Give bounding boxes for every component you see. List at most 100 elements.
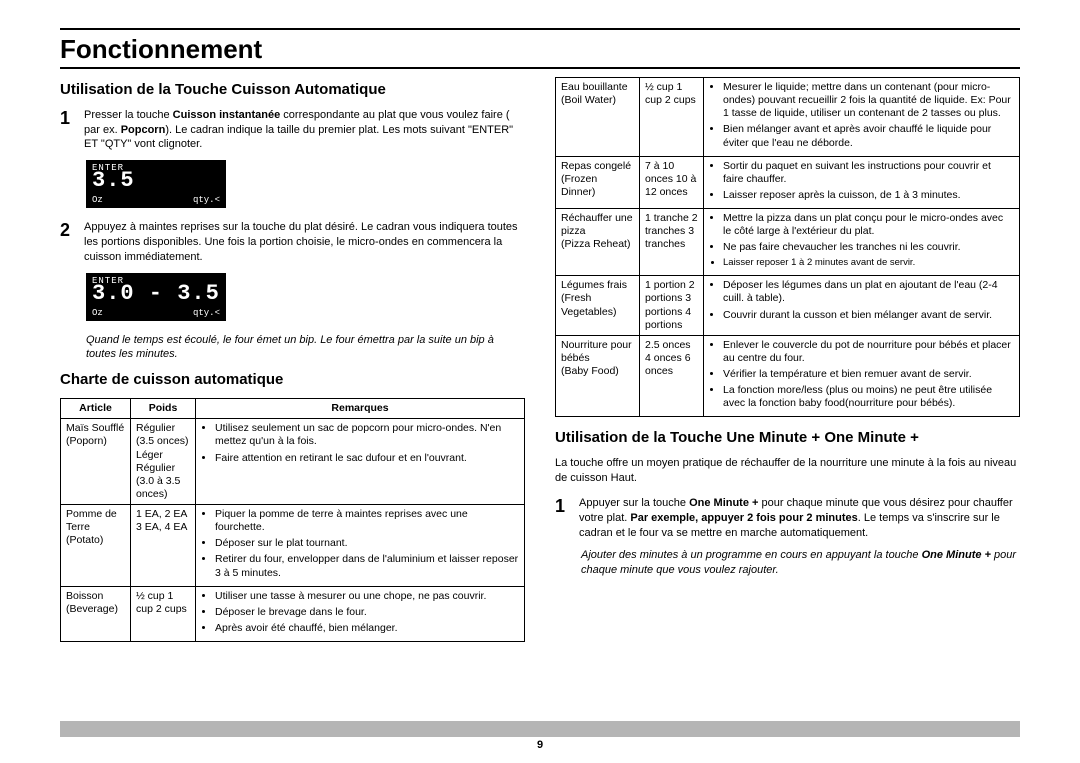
cell: Boisson <box>66 590 103 602</box>
top-rule <box>60 28 1020 30</box>
display-oz: Oz <box>92 195 103 205</box>
table-row: Réchauffer unepizza(Pizza Reheat) 1 tran… <box>556 209 1020 276</box>
cell: Pomme de <box>66 508 117 520</box>
table-row: Nourriture pourbébés(Baby Food) 2.5 once… <box>556 335 1020 417</box>
text: Ajouter des minutes à un programme en co… <box>581 549 922 561</box>
table-row: Eau bouillante(Boil Water) ½ cup 1 cup 2… <box>556 78 1020 157</box>
remark: Après avoir été chauffé, bien mélanger. <box>215 622 519 635</box>
cell: (Poporn) <box>66 435 107 447</box>
page-number: 9 <box>60 739 1020 751</box>
cell: (Beverage) <box>66 603 118 615</box>
th-poids: Poids <box>131 399 196 419</box>
cell: (Pizza Reheat) <box>561 238 630 250</box>
cell: Eau bouillante <box>561 81 628 93</box>
intro-text: La touche offre un moyen pratique de réc… <box>555 456 1020 486</box>
microwave-display-1: ENTER 3.5 Ozqty.< <box>86 160 226 208</box>
step-number: 1 <box>555 496 569 541</box>
cell: bébés <box>561 352 590 364</box>
remark: Mesurer le liquide; mettre dans un conte… <box>723 81 1014 120</box>
display-oz: Oz <box>92 308 103 318</box>
left-column: Utilisation de la Touche Cuisson Automat… <box>60 77 525 642</box>
cell: (Fresh <box>561 292 591 304</box>
remark: Déposer les légumes dans un plat en ajou… <box>723 279 1014 305</box>
table-row: Boisson(Beverage) ½ cup 1 cup 2 cups Uti… <box>61 586 525 641</box>
display-qty: qty.< <box>193 195 220 205</box>
text: Presser la touche <box>84 109 173 121</box>
table-row: Pomme deTerre(Potato) 1 EA, 2 EA 3 EA, 4… <box>61 505 525 587</box>
remark: Laisser reposer 1 à 2 minutes avant de s… <box>723 257 1014 269</box>
remark: Retirer du four, envelopper dans de l'al… <box>215 553 519 579</box>
auto-cook-table-right: Eau bouillante(Boil Water) ½ cup 1 cup 2… <box>555 77 1020 417</box>
cell: 1 portion 2 portions 3 portions 4 portio… <box>640 276 704 336</box>
remark: Ne pas faire chevaucher les tranches ni … <box>723 241 1014 254</box>
display-value: 3.0 - 3.5 <box>92 284 220 304</box>
cell: Terre <box>66 521 90 533</box>
remark: Enlever le couvercle du pot de nourritur… <box>723 339 1014 365</box>
footer-bar <box>60 721 1020 737</box>
right-column: Eau bouillante(Boil Water) ½ cup 1 cup 2… <box>555 77 1020 642</box>
table-row: Légumes frais(Fresh Vegetables) 1 portion… <box>556 276 1020 336</box>
step-text: Presser la touche Cuisson instantanée co… <box>84 108 525 153</box>
cell: Repas congelé <box>561 160 631 172</box>
remark: Mettre la pizza dans un plat conçu pour … <box>723 212 1014 238</box>
bold: Par exemple, appuyer 2 fois pour 2 minut… <box>630 512 857 524</box>
cell: Légumes frais <box>561 279 627 291</box>
italic-note-minute: Ajouter des minutes à un programme en co… <box>581 548 1020 577</box>
cell: (Potato) <box>66 534 103 546</box>
heading-auto-cook: Utilisation de la Touche Cuisson Automat… <box>60 81 525 100</box>
cell: Réchauffer une <box>561 212 633 224</box>
remark: Déposer le brevage dans le four. <box>215 606 519 619</box>
remark: Bien mélanger avant et après avoir chauf… <box>723 123 1014 149</box>
cell: ½ cup 1 cup 2 cups <box>131 586 196 641</box>
step-1: 1 Presser la touche Cuisson instantanée … <box>60 108 525 153</box>
remark: Utiliser une tasse à mesurer ou une chop… <box>215 590 519 603</box>
bold: Cuisson instantanée <box>173 109 281 121</box>
remark: Couvrir durant la cusson et bien mélange… <box>723 309 1014 322</box>
step-number: 2 <box>60 220 74 265</box>
page-footer: 9 <box>60 721 1020 751</box>
step-2: 2 Appuyez à maintes reprises sur la touc… <box>60 220 525 265</box>
cell: pizza <box>561 225 586 237</box>
cell: (Frozen Dinner) <box>561 173 597 198</box>
remark: Laisser reposer après la cuisson, de 1 à… <box>723 189 1014 202</box>
cell: 1 EA, 2 EA 3 EA, 4 EA <box>131 505 196 587</box>
remark: Vérifier la température et bien remuer a… <box>723 368 1014 381</box>
step-text: Appuyer sur la touche One Minute + pour … <box>579 496 1020 541</box>
remark: Faire attention en retirant le sac dufou… <box>215 452 519 465</box>
cell: (Baby Food) <box>561 365 619 377</box>
bold: One Minute + <box>689 497 761 509</box>
remark: Déposer sur le plat tournant. <box>215 537 519 550</box>
remark: Sortir du paquet en suivant les instruct… <box>723 160 1014 186</box>
step-number: 1 <box>60 108 74 153</box>
italic-note: Quand le temps est écoulé, le four émet … <box>86 333 525 362</box>
page-title: Fonctionnement <box>60 34 1020 65</box>
heading-one-minute: Utilisation de la Touche Une Minute + On… <box>555 429 1020 448</box>
cell: ½ cup 1 cup 2 cups <box>640 78 704 157</box>
cell: Régulier (3.5 onces) Léger Régulier (3.0… <box>131 419 196 505</box>
auto-cook-table-left: Article Poids Remarques Maïs Soufflé(Pop… <box>60 398 525 642</box>
heading-chart: Charte de cuisson automatique <box>60 371 525 390</box>
table-row: Repas congelé(Frozen Dinner) 7 à 10 once… <box>556 156 1020 208</box>
step-1-minute: 1 Appuyer sur la touche One Minute + pou… <box>555 496 1020 541</box>
th-remarques: Remarques <box>196 399 525 419</box>
cell: Maïs Soufflé <box>66 422 124 434</box>
display-value: 3.5 <box>92 171 220 191</box>
cell: (Boil Water) <box>561 94 616 106</box>
step-text: Appuyez à maintes reprises sur la touche… <box>84 220 525 265</box>
cell: 2.5 onces 4 onces 6 onces <box>640 335 704 417</box>
cell: Vegetables) <box>561 306 616 318</box>
remark: Utilisez seulement un sac de popcorn pou… <box>215 422 519 448</box>
cell: 7 à 10 onces 10 à 12 onces <box>640 156 704 208</box>
cell: Nourriture pour <box>561 339 632 351</box>
remark: La fonction more/less (plus ou moins) ne… <box>723 384 1014 410</box>
cell: 1 tranche 2 tranches 3 tranches <box>640 209 704 276</box>
remark: Piquer la pomme de terre à maintes repri… <box>215 508 519 534</box>
text: Appuyer sur la touche <box>579 497 689 509</box>
bold: Popcorn <box>121 124 166 136</box>
microwave-display-2: ENTER 3.0 - 3.5 Ozqty.< <box>86 273 226 321</box>
display-qty: qty.< <box>193 308 220 318</box>
th-article: Article <box>61 399 131 419</box>
title-underline <box>60 67 1020 69</box>
bold: One Minute + <box>922 549 994 561</box>
table-row: Maïs Soufflé(Poporn) Régulier (3.5 onces… <box>61 419 525 505</box>
